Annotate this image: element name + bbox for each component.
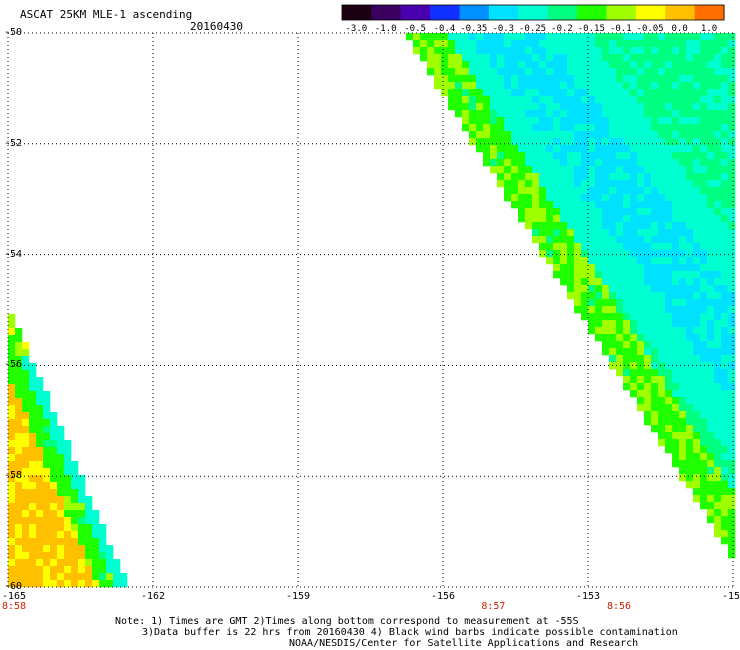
colorbar-segment [577, 5, 608, 20]
swath-data [8, 33, 736, 588]
colorbar-frame [341, 4, 725, 21]
time-label: 8:56 [607, 601, 632, 612]
longitude-label: -159 [286, 591, 311, 602]
colorbar-segment [488, 5, 519, 20]
graticule [7, 32, 734, 588]
colorbar-tick-label: -0.2 [551, 24, 573, 34]
longitude-label: -153 [576, 591, 601, 602]
latitude-label: -58 [4, 470, 23, 482]
date-label: 20160430 [190, 20, 243, 33]
note-line-3: NOAA/NESDIS/Center for Satellite Applica… [289, 638, 639, 649]
time-label: 8:57 [481, 601, 506, 612]
colorbar-tick-label: -0.4 [433, 24, 456, 34]
colorbar-tick-label: -0.1 [609, 24, 632, 34]
colorbar-segment [518, 5, 549, 20]
colorbar-tick-label: 1.0 [700, 24, 718, 34]
latitude-label: -54 [4, 248, 23, 260]
product-title: ASCAT 25KM MLE-1 ascending [20, 8, 193, 21]
colorbar-segment [547, 5, 578, 20]
note-line-1: Note: 1) Times are GMT 2)Times along bot… [115, 616, 579, 627]
colorbar [341, 4, 725, 21]
colorbar-tick-label: -0.05 [636, 24, 664, 34]
colorbar-segment [694, 5, 725, 20]
longitude-label: -162 [141, 591, 166, 602]
longitude-label: -156 [431, 591, 456, 602]
colorbar-segment [371, 5, 402, 20]
colorbar-tick-label: -1.0 [374, 24, 397, 34]
latitude-label: -52 [4, 137, 23, 149]
map-plot [7, 32, 736, 588]
colorbar-segment [459, 5, 490, 20]
note-line-2: 3)Data buffer is 22 hrs from 20160430 4)… [142, 627, 678, 638]
colorbar-tick-label: -0.35 [460, 24, 488, 34]
colorbar-tick-label: -0.25 [519, 24, 547, 34]
colorbar-tick-label: -0.5 [404, 24, 426, 34]
colorbar-segment [606, 5, 637, 20]
latitude-label: -50 [4, 27, 23, 38]
colorbar-segment [635, 5, 666, 20]
colorbar-tick-label: -3.0 [345, 24, 368, 34]
longitude-label: -165 [2, 591, 27, 602]
colorbar-segment [342, 5, 372, 20]
colorbar-segment [430, 5, 461, 20]
colorbar-tick-label: -0.3 [492, 24, 515, 34]
colorbar-tick-label: 0.0 [671, 24, 688, 34]
colorbar-tick-label: -0.15 [577, 24, 605, 34]
colorbar-segment [400, 5, 431, 20]
latitude-label: -56 [4, 359, 23, 371]
longitude-label: -150 [722, 591, 740, 602]
time-label: 8:58 [2, 601, 27, 612]
latitude-label: -60 [4, 581, 23, 592]
colorbar-segment [665, 5, 696, 20]
